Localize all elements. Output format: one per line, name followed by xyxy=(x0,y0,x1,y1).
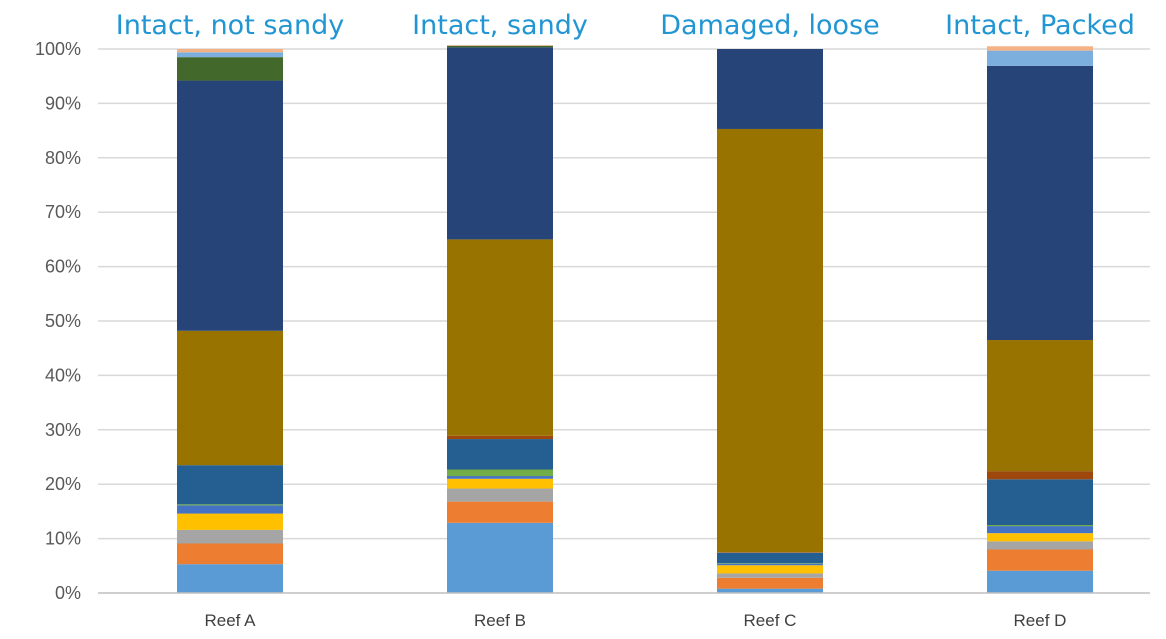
bar-segment xyxy=(717,565,823,574)
bar-segment xyxy=(447,435,553,440)
bar-segment xyxy=(447,45,553,48)
y-tick-label: 100% xyxy=(35,39,81,59)
y-tick-label: 80% xyxy=(45,148,81,168)
y-tick-label: 70% xyxy=(45,202,81,222)
bar-segment xyxy=(987,570,1093,593)
bar-segment xyxy=(447,476,553,479)
bar-annotations: Intact, not sandy Intact, sandy Damaged, l… xyxy=(116,10,1135,41)
bar-stack xyxy=(987,46,1093,593)
bar-stack xyxy=(717,49,823,593)
bar-annotation: Intact, sandy xyxy=(412,10,588,41)
y-tick-label: 50% xyxy=(45,311,81,331)
category-labels: Reef A Reef B Reef C Reef D xyxy=(204,611,1066,630)
bar-stack xyxy=(447,45,553,593)
bar-segment xyxy=(447,45,553,46)
bar-segment xyxy=(987,533,1093,542)
y-tick-label: 30% xyxy=(45,420,81,440)
category-label: Reef B xyxy=(474,611,526,630)
bar-segment xyxy=(177,505,283,514)
category-label: Reef C xyxy=(744,611,797,630)
bar-segment xyxy=(717,552,823,564)
bar-segment xyxy=(177,52,283,58)
y-tick-label: 0% xyxy=(55,583,81,603)
bar-segment xyxy=(447,47,553,240)
bar-segment xyxy=(717,563,823,564)
bar-segment xyxy=(717,552,823,553)
bar-segment xyxy=(987,46,1093,51)
bar-segment xyxy=(177,504,283,506)
bar-segment xyxy=(717,563,823,566)
y-tick-label: 10% xyxy=(45,529,81,549)
y-tick-label: 90% xyxy=(45,93,81,113)
bar-segment xyxy=(447,488,553,502)
bar-segment xyxy=(177,57,283,81)
bar-stacks xyxy=(177,45,1093,593)
bar-segment xyxy=(717,577,823,589)
bar-segment xyxy=(177,529,283,544)
bar-segment xyxy=(177,564,283,593)
bar-segment xyxy=(987,340,1093,472)
bar-segment xyxy=(177,543,283,565)
y-tick-label: 20% xyxy=(45,474,81,494)
category-label: Reef D xyxy=(1014,611,1067,630)
bar-annotation: Intact, Packed xyxy=(945,10,1135,41)
y-tick-label: 40% xyxy=(45,365,81,385)
bar-segment xyxy=(987,50,1093,66)
bar-segment xyxy=(987,65,1093,341)
bar-segment xyxy=(717,573,823,578)
bar-segment xyxy=(987,471,1093,480)
bar-segment xyxy=(717,49,823,129)
bar-segment xyxy=(447,469,553,477)
bar-segment xyxy=(447,239,553,436)
bar-segment xyxy=(717,588,823,593)
bar-annotation: Intact, not sandy xyxy=(116,10,344,41)
bar-stack xyxy=(177,49,283,593)
bar-segment xyxy=(987,541,1093,550)
bar-segment xyxy=(717,128,823,553)
bar-annotation: Damaged, loose xyxy=(660,10,879,41)
bar-segment xyxy=(177,465,283,505)
bar-segment xyxy=(177,80,283,331)
bar-segment xyxy=(987,479,1093,525)
bar-segment xyxy=(447,439,553,470)
bar-segment xyxy=(177,330,283,466)
bar-segment xyxy=(177,513,283,530)
y-axis-tick-labels: 0% 10% 20% 30% 40% 50% 60% 70% 80% 90% 100% xyxy=(35,39,81,603)
bar-segment xyxy=(447,522,553,593)
bar-segment xyxy=(177,49,283,53)
bar-segment xyxy=(987,549,1093,571)
bar-segment xyxy=(987,525,1093,527)
y-tick-label: 60% xyxy=(45,257,81,277)
bar-segment xyxy=(987,526,1093,534)
category-label: Reef A xyxy=(204,611,256,630)
bar-segment xyxy=(447,501,553,523)
bar-segment xyxy=(447,478,553,489)
